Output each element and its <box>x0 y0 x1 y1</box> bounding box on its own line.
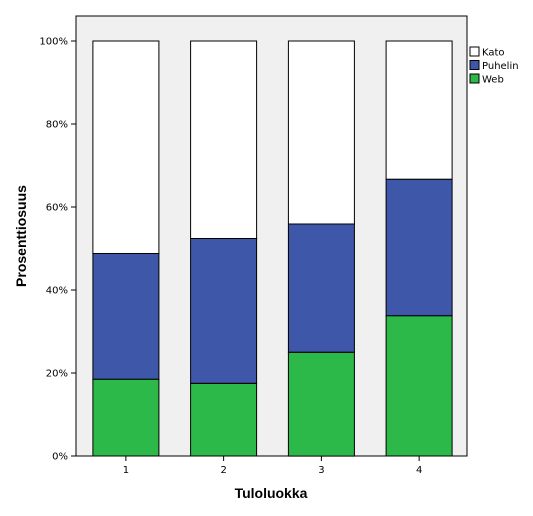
bar-segment-web-3 <box>287 351 355 457</box>
bar-segment-kato-4 <box>385 40 453 180</box>
bar-segment-kato-1 <box>92 40 160 254</box>
bars-layer <box>92 40 453 457</box>
x-tick-label: 3 <box>318 465 324 476</box>
y-tick-label: 40% <box>46 286 68 297</box>
legend-label-puhelin: Puhelin <box>482 61 519 72</box>
legend-swatch-kato <box>469 46 480 57</box>
bar-segment-puhelin-2 <box>190 238 258 384</box>
y-tick-label: 80% <box>46 120 68 131</box>
legend-swatch-puhelin <box>469 60 480 70</box>
legend-swatch-web <box>469 73 480 84</box>
bar-segment-kato-3 <box>287 40 355 225</box>
x-axis-title: Tuloluokka <box>235 485 308 501</box>
bar-segment-puhelin-4 <box>385 178 453 317</box>
bar-segment-puhelin-3 <box>287 223 355 353</box>
y-axis-title: Prosenttiosuus <box>13 185 29 287</box>
x-tick-label: 1 <box>123 465 129 476</box>
legend: Kato Puhelin Web <box>469 46 519 86</box>
y-tick-label: 20% <box>46 369 68 380</box>
bar-segment-kato-2 <box>190 40 258 239</box>
bar-segment-web-2 <box>190 382 258 457</box>
x-axis-ticks: 1 2 3 4 <box>123 456 422 476</box>
y-tick-label: 60% <box>46 203 68 214</box>
bar-segment-web-1 <box>92 378 160 457</box>
legend-label-web: Web <box>482 75 504 86</box>
y-axis-ticks: 0% 20% 40% 60% 80% 100% <box>39 37 76 463</box>
bar-segment-puhelin-1 <box>92 253 160 380</box>
y-tick-label: 0% <box>52 452 68 463</box>
legend-label-kato: Kato <box>482 48 505 59</box>
y-tick-label: 100% <box>39 37 68 48</box>
x-tick-label: 4 <box>416 465 422 476</box>
x-tick-label: 2 <box>220 465 226 476</box>
bar-segment-web-4 <box>385 315 453 457</box>
